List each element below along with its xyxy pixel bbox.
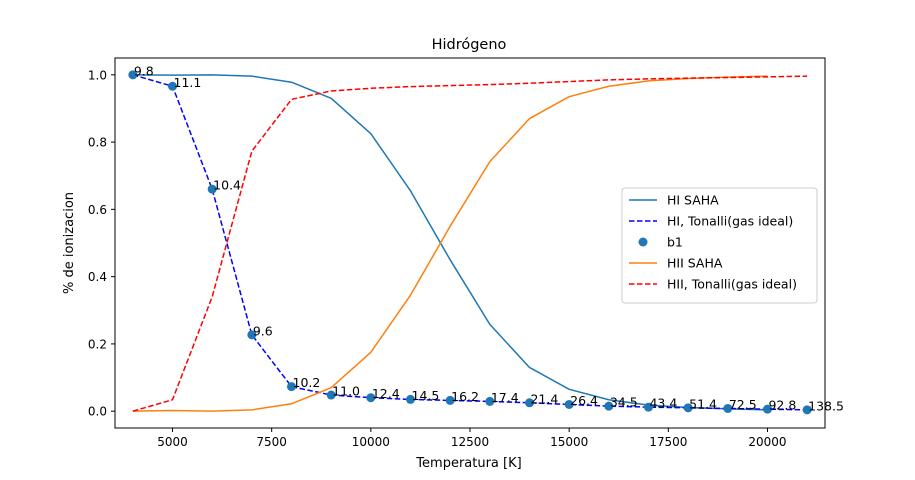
data-point: [207, 184, 217, 194]
data-point: [247, 330, 257, 340]
x-tick-label: 17500: [649, 435, 687, 449]
x-axis-label: Temperatura [K]: [415, 456, 521, 471]
y-tick-label: 1.0: [88, 68, 107, 82]
data-label: 12.4: [372, 386, 400, 401]
data-point: [128, 70, 138, 80]
data-label: 17.4: [491, 390, 519, 405]
y-tick-label: 0.4: [88, 270, 107, 284]
x-tick-label: 20000: [748, 435, 786, 449]
series-line-hi-saha: [132, 74, 768, 411]
data-point: [762, 404, 772, 414]
data-point: [445, 395, 455, 405]
legend-box: [621, 187, 818, 304]
x-tick-label: 15000: [550, 435, 588, 449]
data-point: [524, 398, 534, 408]
data-label: 9.6: [253, 323, 273, 338]
x-tick-label: 12500: [451, 435, 489, 449]
data-point: [604, 401, 614, 411]
x-tick-label: 7500: [256, 435, 287, 449]
series-line-hii-tonalli-gas-ideal: [132, 75, 808, 412]
plot-labels: 9.8 11.1 10.4 9.6 10.2 11.0 12.4 14.5 16.2 17.4 21…: [134, 63, 844, 413]
legend: HI SAHA HI, Tonalli(gas ideal) b1 HII SAHA H…: [621, 187, 818, 304]
plot-lines: [132, 74, 808, 412]
series-line-hii-saha: [132, 75, 768, 412]
legend-label: b1: [667, 235, 683, 250]
y-tick-label: 0.2: [88, 337, 107, 351]
x-axis: 5000 7500 10000 12500 15000 17500 20000: [157, 428, 787, 449]
legend-label: HII SAHA: [667, 256, 723, 271]
data-label: 16.2: [451, 389, 479, 404]
data-label: 43.4: [649, 396, 677, 411]
data-label: 51.4: [689, 396, 717, 411]
data-point: [643, 402, 653, 412]
x-tick-label: 10000: [352, 435, 390, 449]
chart-title: Hidrógeno: [432, 37, 507, 53]
y-tick-label: 0.0: [88, 405, 107, 419]
legend-marker: [638, 237, 648, 247]
data-label: 11.1: [174, 75, 202, 90]
data-point: [326, 390, 336, 400]
data-point: [168, 81, 178, 91]
data-label: 34.5: [610, 395, 638, 410]
data-label: 9.8: [134, 63, 154, 78]
data-label: 14.5: [412, 388, 440, 403]
data-point: [723, 403, 733, 413]
data-point: [683, 403, 693, 413]
legend-label: HII, Tonalli(gas ideal): [667, 277, 797, 292]
series-line-hi-tonalli-gas-ideal: [132, 74, 808, 411]
plot-points: [128, 70, 812, 415]
data-label: 10.2: [293, 375, 321, 390]
data-label: 92.8: [768, 398, 796, 413]
legend-label: HI SAHA: [667, 193, 719, 208]
data-label: 72.5: [729, 397, 757, 412]
y-tick-label: 0.6: [88, 203, 107, 217]
data-point: [366, 393, 376, 403]
data-point: [406, 394, 416, 404]
data-label: 26.4: [570, 393, 598, 408]
x-tick-label: 5000: [157, 435, 188, 449]
data-point: [287, 382, 297, 392]
data-point: [485, 396, 495, 406]
y-axis: 0.0 0.2 0.4 0.6 0.8 1.0: [88, 68, 115, 419]
data-point: [802, 405, 812, 415]
data-label: 10.4: [213, 178, 241, 193]
data-label: 138.5: [808, 398, 844, 413]
y-tick-label: 0.8: [88, 136, 107, 150]
data-label: 21.4: [530, 391, 558, 406]
data-point: [564, 399, 574, 409]
y-axis-label: % de ionizacion: [62, 192, 77, 294]
legend-label: HI, Tonalli(gas ideal): [667, 214, 793, 229]
data-label: 11.0: [332, 384, 360, 399]
